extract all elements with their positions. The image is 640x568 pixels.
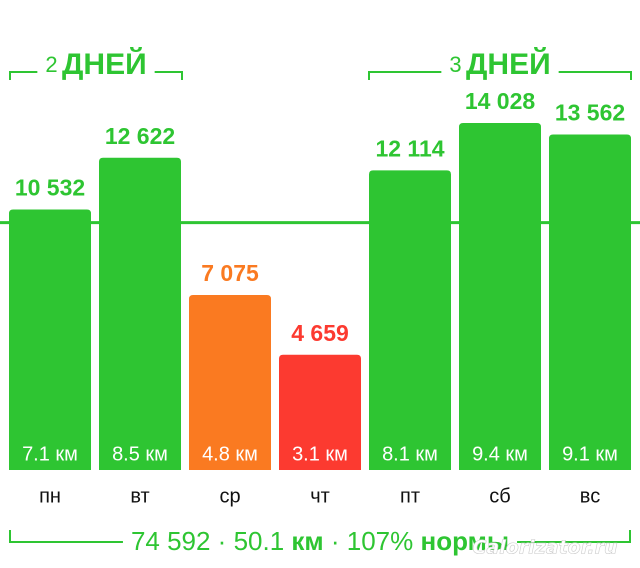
value-label: 13 562	[555, 100, 625, 126]
distance-label: 9.1 км	[562, 443, 618, 465]
distance-label: 4.8 км	[202, 443, 258, 465]
bar	[549, 134, 631, 470]
bar	[99, 157, 181, 470]
summary-part: нормы	[420, 526, 509, 556]
value-label: 10 532	[15, 175, 85, 201]
bar	[279, 354, 361, 470]
group-bracket	[9, 71, 183, 80]
x-tick-label: ср	[219, 485, 240, 507]
x-tick-label: пт	[400, 485, 420, 507]
value-label: 4 659	[291, 320, 349, 346]
x-tick-label: вс	[580, 485, 600, 507]
distance-label: 9.4 км	[472, 443, 528, 465]
summary: 74 592 · 50.1 км · 107% нормы	[131, 526, 509, 556]
x-tick-label: чт	[310, 485, 330, 507]
x-tick-label: пн	[39, 485, 61, 507]
value-label: 12 114	[375, 135, 444, 161]
value-label: 12 622	[105, 123, 175, 149]
summary-part: км	[291, 526, 323, 556]
x-tick-label: сб	[489, 485, 510, 507]
group-count: 2	[45, 52, 57, 77]
group-label: 3 ДНЕЙ	[449, 47, 550, 81]
value-label: 14 028	[465, 88, 536, 114]
value-label: 7 075	[201, 260, 259, 286]
distance-label: 7.1 км	[22, 443, 78, 465]
summary-part: 74 592 · 50.1	[131, 526, 291, 556]
summary-part: · 107%	[324, 526, 421, 556]
bar	[189, 294, 271, 470]
group-label: 2 ДНЕЙ	[45, 47, 146, 81]
group-unit: ДНЕЙ	[62, 47, 147, 81]
group-bracket	[368, 71, 632, 80]
distance-label: 3.1 км	[292, 443, 348, 465]
summary-bracket	[9, 530, 631, 543]
distance-label: 8.1 км	[382, 443, 438, 465]
bar	[369, 170, 451, 470]
group-unit: ДНЕЙ	[466, 47, 551, 81]
bar	[459, 122, 541, 470]
bar	[9, 209, 91, 471]
watermark: Calorizator.ru	[472, 537, 617, 559]
group-count: 3	[449, 52, 461, 77]
distance-label: 8.5 км	[112, 443, 168, 465]
x-tick-label: вт	[130, 485, 149, 507]
